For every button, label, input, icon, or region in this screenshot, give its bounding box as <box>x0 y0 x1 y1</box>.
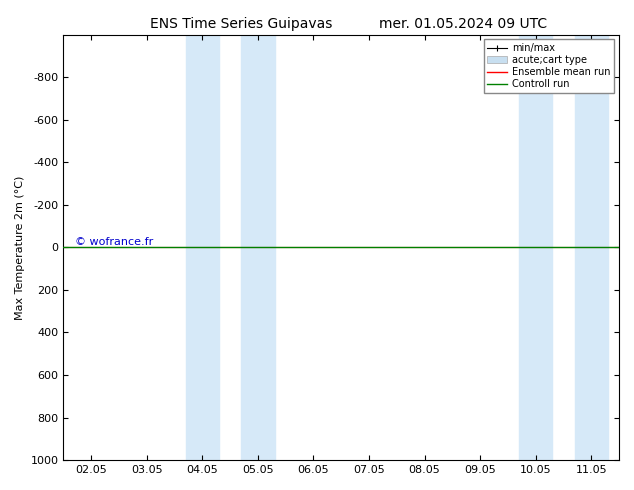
Bar <box>241 35 275 460</box>
Text: mer. 01.05.2024 09 UTC: mer. 01.05.2024 09 UTC <box>378 17 547 31</box>
Text: ENS Time Series Guipavas: ENS Time Series Guipavas <box>150 17 332 31</box>
Text: © wofrance.fr: © wofrance.fr <box>75 237 153 247</box>
Bar <box>574 35 608 460</box>
Bar <box>519 35 552 460</box>
Y-axis label: Max Temperature 2m (°C): Max Temperature 2m (°C) <box>15 175 25 319</box>
Legend: min/max, acute;cart type, Ensemble mean run, Controll run: min/max, acute;cart type, Ensemble mean … <box>484 40 614 93</box>
Bar <box>186 35 219 460</box>
